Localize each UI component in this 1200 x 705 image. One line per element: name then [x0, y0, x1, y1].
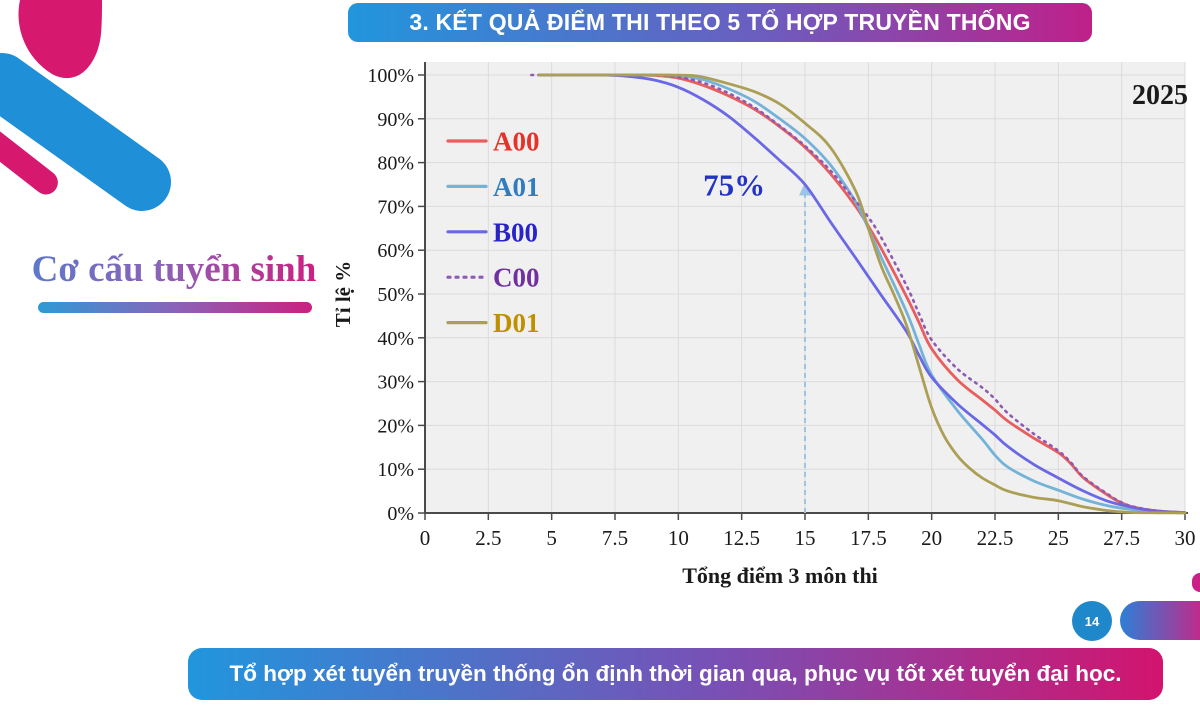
- legend-label-A00: A00: [493, 127, 540, 157]
- y-tick-label: 30%: [377, 372, 414, 394]
- x-tick-label: 5: [546, 526, 557, 550]
- legend-label-A01: A01: [493, 172, 540, 202]
- y-tick-label: 90%: [377, 109, 414, 131]
- legend-label-C00: C00: [493, 263, 540, 293]
- x-tick-label: 12.5: [723, 526, 760, 550]
- logo-pink-bar-lower: [0, 117, 58, 195]
- slide-title-banner: 3. KẾT QUẢ ĐIỂM THI THEO 5 TỔ HỢP TRUYỀN…: [348, 3, 1092, 42]
- x-tick-label: 2.5: [475, 526, 501, 550]
- caption-underline: [38, 302, 312, 313]
- x-axis-title: Tổng điểm 3 môn thi: [682, 563, 878, 588]
- legend-label-D01: D01: [493, 308, 540, 338]
- x-tick-label: 15: [795, 526, 816, 550]
- annotation-arrowhead: [799, 182, 811, 196]
- y-tick-label: 100%: [367, 65, 414, 87]
- page-number-badge: 14: [1072, 601, 1112, 641]
- x-tick-label: 20: [921, 526, 942, 550]
- y-tick-label: 20%: [377, 415, 414, 437]
- logo-graphic: [0, 0, 172, 211]
- y-tick-label: 50%: [377, 284, 414, 306]
- y-tick-label: 10%: [377, 459, 414, 481]
- section-caption: Cơ cấu tuyển sinh: [24, 248, 324, 291]
- x-tick-label: 0: [420, 526, 431, 550]
- decorative-sliver: [1192, 573, 1200, 592]
- y-tick-label: 80%: [377, 153, 414, 175]
- x-tick-label: 7.5: [602, 526, 628, 550]
- page-number: 14: [1084, 613, 1100, 629]
- series-line-B00: [537, 73, 1187, 514]
- x-tick-label: 27.5: [1103, 526, 1140, 550]
- series-line-A01: [537, 73, 1187, 514]
- annotation-label: 75%: [703, 168, 765, 203]
- slide-title: 3. KẾT QUẢ ĐIỂM THI THEO 5 TỔ HỢP TRUYỀN…: [409, 9, 1031, 35]
- x-tick-label: 10: [668, 526, 689, 550]
- y-tick-label: 60%: [377, 240, 414, 262]
- y-tick-label: 70%: [377, 196, 414, 218]
- footer-banner: Tổ hợp xét tuyển truyền thống ổn định th…: [188, 648, 1163, 700]
- x-tick-label: 30: [1175, 526, 1196, 550]
- legend-label-B00: B00: [493, 217, 538, 247]
- logo-blue-bar: [0, 53, 172, 211]
- series-line-C00: [530, 73, 1187, 514]
- logo-petal-shape: [18, 0, 102, 79]
- y-axis-title: Tỉ lệ %: [331, 261, 355, 328]
- year-label: 2025: [1132, 80, 1188, 111]
- x-tick-label: 25: [1048, 526, 1069, 550]
- x-tick-label: 17.5: [850, 526, 887, 550]
- y-tick-label: 40%: [377, 328, 414, 350]
- decorative-pill: [1120, 601, 1200, 640]
- footer-text: Tổ hợp xét tuyển truyền thống ổn định th…: [229, 661, 1122, 686]
- y-tick-label: 0%: [387, 503, 414, 525]
- x-tick-label: 22.5: [977, 526, 1014, 550]
- series-line-D01: [537, 73, 1187, 515]
